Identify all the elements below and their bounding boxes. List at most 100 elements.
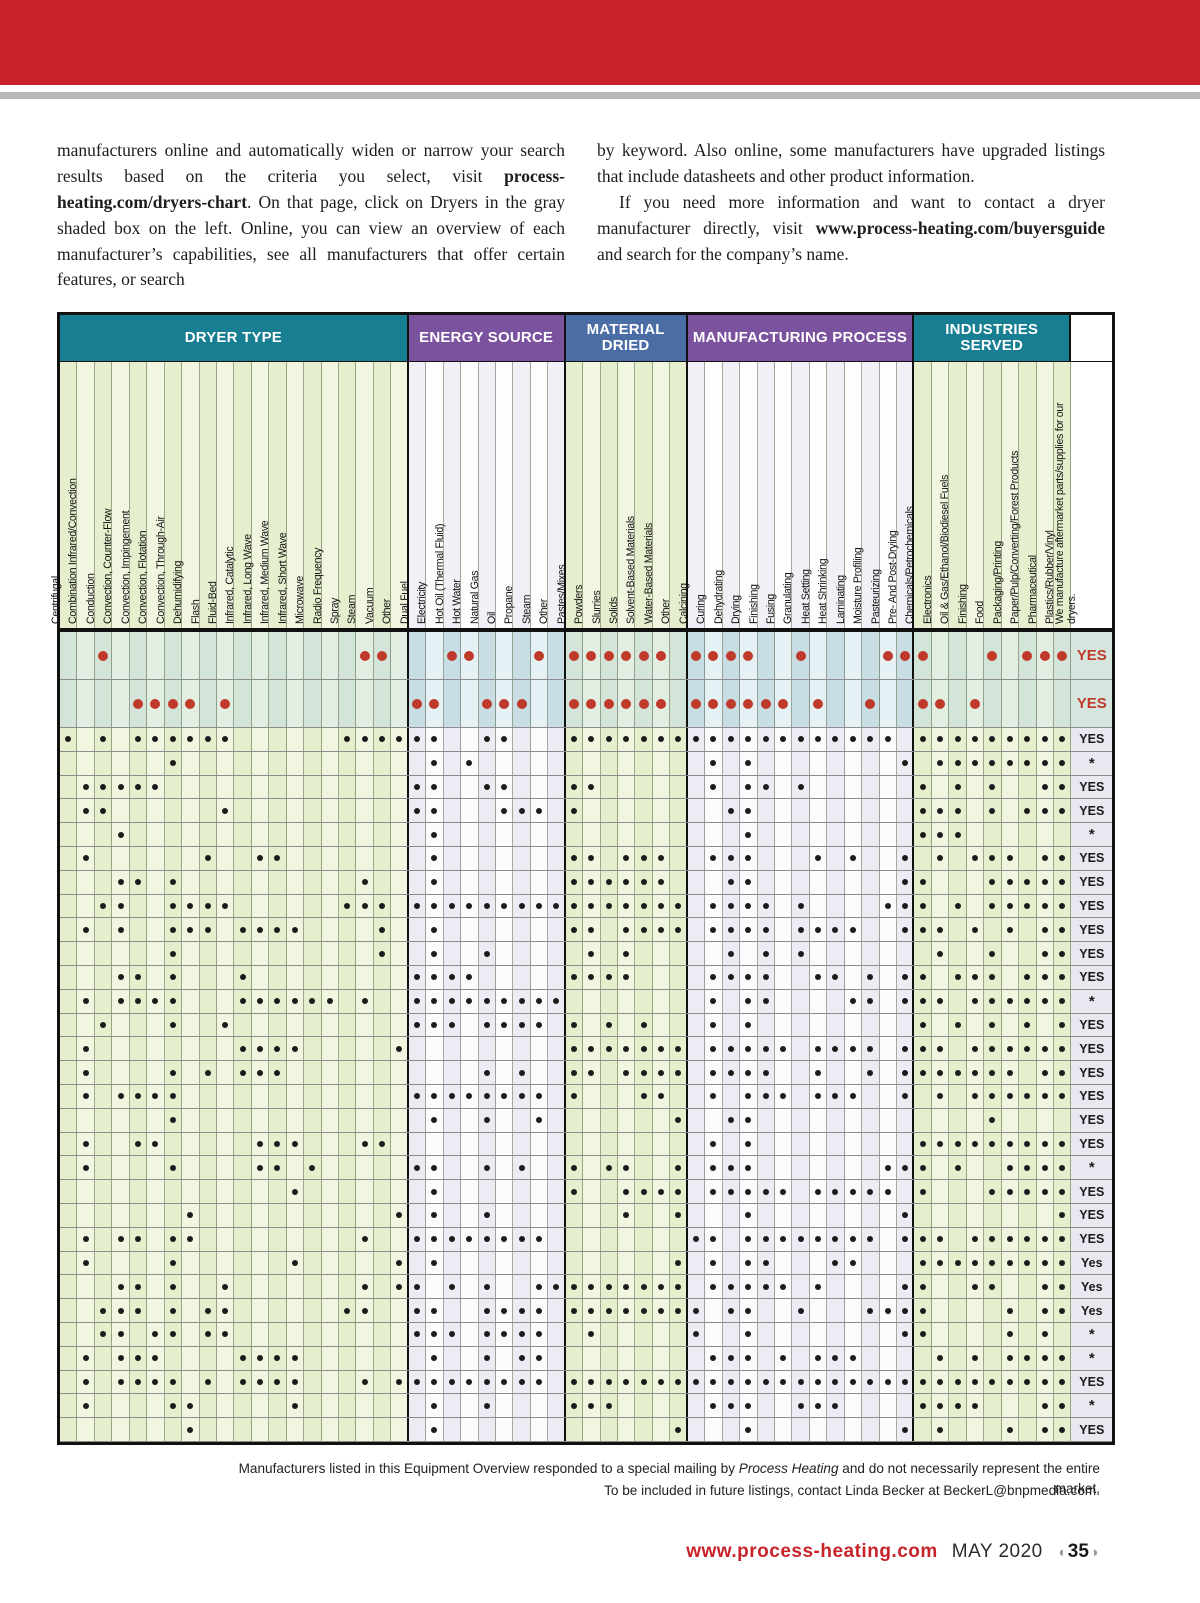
capability-cell: [373, 1203, 392, 1227]
capability-cell: [234, 680, 252, 727]
capability-cell: [931, 870, 950, 894]
capability-dot: [901, 879, 908, 886]
capability-cell: [234, 894, 252, 918]
capability-cell: [426, 1203, 444, 1227]
capability-cell: [234, 1132, 252, 1156]
capability-cell: [60, 823, 78, 846]
capability-cell: [652, 632, 671, 679]
capability-cell: [565, 1084, 584, 1108]
capability-cell: [949, 751, 967, 775]
capability-cell: [740, 1275, 758, 1299]
capability-cell: [844, 1418, 863, 1441]
capability-dot: [570, 807, 577, 814]
column-label: Radio Frequency: [311, 547, 324, 624]
capability-dot: [1059, 902, 1066, 909]
manufacturer-row: YES: [60, 1203, 1113, 1228]
capability-cell: [286, 632, 305, 679]
capability-cell: [827, 1061, 845, 1084]
capability-cell: [583, 823, 601, 846]
capability-dot: [431, 1307, 438, 1314]
capability-cell: [495, 751, 514, 775]
capability-cell: [1019, 1156, 1037, 1180]
capability-dot: [1006, 998, 1013, 1005]
capability-cell: [670, 1013, 688, 1037]
capability-cell: [984, 1346, 1002, 1370]
capability-cell: [304, 751, 322, 775]
capability-dot: [274, 1355, 281, 1362]
capability-cell: [548, 1251, 566, 1275]
capability-dot: [570, 1307, 577, 1314]
capability-cell: [269, 1322, 287, 1346]
capability-cell: [774, 1156, 793, 1180]
capability-cell: [77, 1394, 95, 1418]
capability-cell: [251, 965, 270, 989]
capability-dot: [1024, 1259, 1031, 1266]
column-label-cell: Electronics: [922, 362, 950, 628]
capability-cell: [757, 1322, 775, 1346]
capability-dot: [1059, 1283, 1066, 1290]
capability-dot: [501, 1307, 508, 1314]
capability-dot: [117, 1355, 124, 1362]
column-label: Hot Oil (Thermal Fluid): [433, 523, 446, 624]
capability-dot: [849, 926, 856, 933]
capability-cell: [77, 989, 95, 1013]
capability-dot: [413, 807, 420, 814]
capability-cell: [931, 1132, 950, 1156]
capability-dot: [919, 736, 926, 743]
capability-dot: [937, 831, 944, 838]
capability-dot: [552, 902, 559, 909]
capability-dot: [257, 998, 264, 1005]
capability-dot: [832, 1259, 839, 1266]
capability-cell: [426, 1275, 444, 1299]
capability-cell: [408, 728, 427, 751]
capability-dot: [431, 1331, 438, 1338]
capability-cell: [827, 894, 845, 918]
capability-cell: [339, 942, 357, 965]
capability-cell: [408, 1084, 427, 1108]
capability-dot: [954, 974, 961, 981]
capability-cell: [391, 680, 409, 727]
capability-dot: [884, 1188, 891, 1195]
column-label: Infrared, Medium Wave: [259, 520, 272, 624]
capability-cell: [914, 1108, 932, 1132]
capability-dot: [605, 1021, 612, 1028]
capability-cell: [687, 1084, 706, 1108]
capability-cell: [774, 775, 793, 799]
capability-dot: [989, 1236, 996, 1243]
capability-dot: [1024, 1378, 1031, 1385]
right-triangle-icon: ◗: [1090, 1543, 1100, 1561]
capability-dot: [431, 974, 438, 981]
capability-cell: [112, 918, 130, 942]
capability-cell: [94, 1180, 113, 1203]
manufacturer-row: Yes: [60, 1275, 1113, 1300]
capability-cell: [339, 894, 357, 918]
column-label-cell: Packaging/Printing: [992, 362, 1020, 628]
capability-cell: [251, 1180, 270, 1203]
capability-dot: [605, 902, 612, 909]
capability-cell: [513, 751, 531, 775]
capability-cell: [600, 1132, 618, 1156]
column-label-row: Centrifugal Combination Infrared/Convecti…: [50, 362, 1113, 632]
capability-dot: [117, 998, 124, 1005]
capability-cell: [722, 1156, 741, 1180]
capability-cell: [827, 942, 845, 965]
capability-cell: [339, 751, 357, 775]
capability-cell: [495, 1299, 514, 1322]
column-label: Conduction: [84, 573, 97, 624]
capability-cell: [356, 1299, 374, 1322]
capability-cell: [844, 1203, 863, 1227]
capability-dot: [588, 783, 595, 790]
capability-cell: [1036, 1132, 1054, 1156]
capability-cell: [618, 775, 636, 799]
capability-cell: [408, 1299, 427, 1322]
capability-cell: [286, 1156, 305, 1180]
capability-cell: [1053, 894, 1072, 918]
capability-dot: [204, 1378, 211, 1385]
column-label: Convection, Counter-Flow: [102, 508, 115, 624]
capability-dot: [483, 1236, 490, 1243]
capability-dot: [588, 902, 595, 909]
capability-dot: [516, 698, 527, 709]
capability-cell: [931, 1084, 950, 1108]
capability-cell: [949, 918, 967, 942]
capability-cell: [495, 680, 514, 727]
